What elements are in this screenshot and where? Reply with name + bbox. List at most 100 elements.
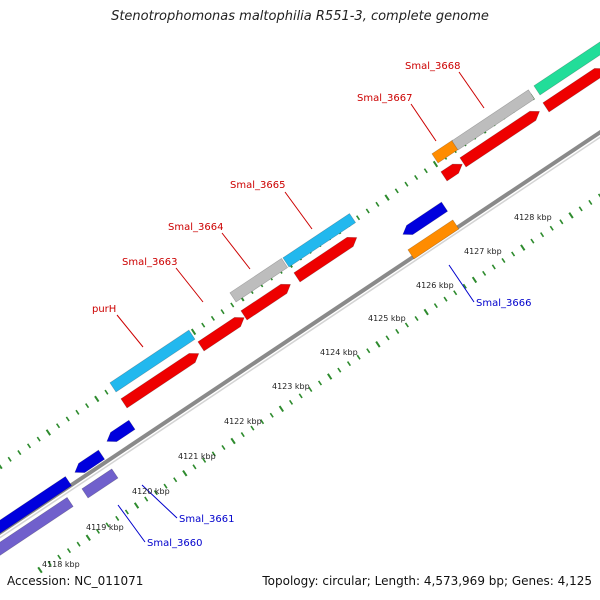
smal-3665-label: Smal_3665 (230, 180, 285, 191)
inner-tick (540, 232, 545, 238)
smal-3665-cds (293, 236, 358, 283)
smal-3665-leader (284, 191, 313, 230)
outer-tick (404, 181, 409, 187)
outer-tick (85, 403, 90, 409)
smal-3661-feature (74, 449, 106, 473)
smal-3667-cds (459, 110, 540, 168)
inner-tick (202, 457, 207, 463)
scale-label: 4119 kbp (86, 523, 124, 532)
inner-tick (278, 405, 285, 413)
blue-rev-feature (402, 201, 449, 235)
inner-tick (269, 412, 274, 418)
inner-tick (443, 296, 448, 302)
outer-tick (230, 302, 235, 308)
outer-tick (375, 201, 380, 207)
smal-3661-label: Smal_3661 (179, 514, 234, 525)
inner-tick (260, 419, 265, 425)
smal-3663-label: Smal_3663 (122, 257, 177, 268)
inner-tick (327, 373, 333, 380)
outer-tick (104, 389, 109, 395)
inner-tick (597, 193, 600, 198)
inner-tick (115, 515, 120, 521)
inner-tick (105, 522, 110, 528)
smal-3660-leader (117, 504, 146, 543)
outer-tick (75, 409, 80, 415)
smal-3663-cds (197, 317, 245, 352)
outer-tick (94, 395, 100, 403)
outer-tick (26, 443, 32, 449)
inner-tick (395, 328, 400, 334)
inner-tick (404, 322, 409, 328)
outer-tick (356, 215, 361, 221)
feature-track (0, 41, 600, 556)
inner-tick (414, 315, 419, 322)
outer-tick (423, 168, 428, 174)
smal-3666-leader (448, 264, 475, 303)
scale-label: 4122 kbp (224, 417, 262, 426)
inner-tick (453, 290, 458, 296)
smal-3666-label: Smal_3666 (476, 298, 531, 309)
gene-labels: purH Smal_3663 Smal_3664 Smal_3665 Smal_3667… (92, 61, 531, 549)
scale-label: 4123 kbp (272, 382, 310, 391)
inner-tick (317, 380, 323, 386)
outer-tick (65, 416, 70, 422)
backbone-line (0, 129, 600, 536)
outer-tick (36, 436, 41, 442)
scale-label: 4128 kbp (514, 213, 552, 222)
inner-tick (37, 566, 43, 574)
inner-tick (163, 483, 168, 489)
smal-3663-feature (229, 257, 289, 303)
outer-tick (56, 423, 61, 429)
blue-rev-3661b (106, 419, 136, 442)
inner-tick (588, 199, 593, 205)
smal-3663-leader (175, 267, 204, 303)
inner-tick (471, 276, 478, 284)
inner-tick (192, 464, 197, 470)
inner-tick (76, 541, 81, 547)
smal-3668-leader (458, 71, 485, 109)
inner-tick (298, 393, 303, 399)
inner-tick (568, 212, 574, 219)
smal-3666b-cds (440, 163, 463, 182)
outer-tick (17, 450, 22, 456)
inner-tick (288, 399, 294, 405)
inner-tick (173, 477, 178, 483)
inner-tick (57, 554, 62, 560)
scale-label: 4121 kbp (178, 452, 216, 461)
orange-feature (431, 139, 460, 164)
purH-feature (109, 329, 196, 393)
scale-labels: 4118 kbp 4119 kbp 4120 kbp 4121 kbp 4122 kbp… (42, 213, 552, 569)
inner-tick (153, 490, 158, 496)
inner-tick (95, 528, 100, 534)
inner-tick (530, 238, 535, 244)
inner-tick (211, 451, 216, 457)
inner-tick (85, 534, 91, 542)
outer-tick (432, 160, 439, 168)
smal-3667-leader (410, 103, 437, 142)
inner-tick (366, 348, 371, 354)
inner-tick (66, 548, 72, 554)
outer-tick (0, 464, 3, 470)
inner-tick (578, 206, 583, 212)
outer-tick (190, 328, 197, 336)
purH-cds (120, 353, 200, 409)
smal-3665-feature (282, 213, 357, 268)
inner-tick (124, 509, 129, 515)
smal-3664-leader (221, 232, 251, 270)
smal-3660-label: Smal_3660 (147, 538, 202, 549)
outer-tick (220, 309, 225, 315)
scale-label: 4118 kbp (42, 560, 80, 569)
accession-text: Accession: NC_011071 (7, 574, 144, 588)
outer-tick (201, 322, 206, 328)
blue-rev-left (0, 476, 72, 534)
smal-3660-feature (0, 496, 74, 556)
smal-3668-cds (542, 68, 600, 113)
inner-tick (511, 251, 516, 257)
inner-tick (559, 219, 564, 225)
smal-3666-feature (407, 219, 460, 260)
smal-3664-label: Smal_3664 (168, 222, 223, 233)
outer-tick (384, 194, 390, 201)
outer-tick (414, 174, 419, 181)
inner-tick (182, 470, 188, 477)
inner-tick (337, 367, 342, 373)
